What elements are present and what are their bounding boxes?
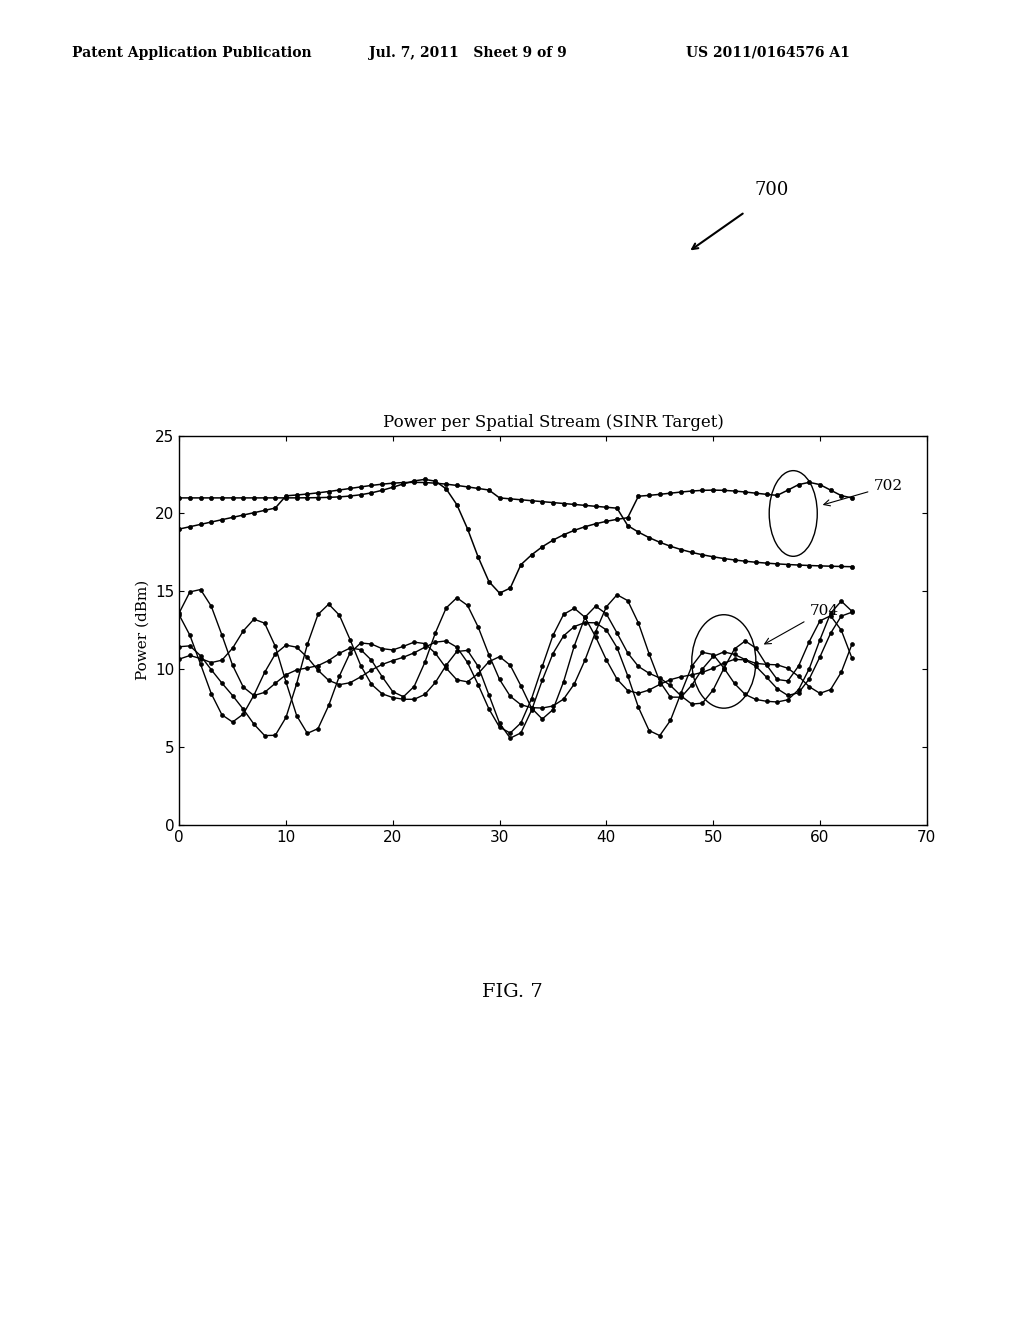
Text: 702: 702	[823, 479, 902, 506]
Text: Jul. 7, 2011   Sheet 9 of 9: Jul. 7, 2011 Sheet 9 of 9	[369, 46, 566, 59]
Title: Power per Spatial Stream (SINR Target): Power per Spatial Stream (SINR Target)	[383, 414, 723, 432]
Text: US 2011/0164576 A1: US 2011/0164576 A1	[686, 46, 850, 59]
Y-axis label: Power (dBm): Power (dBm)	[135, 581, 150, 680]
Text: 700: 700	[755, 181, 790, 199]
Text: FIG. 7: FIG. 7	[481, 982, 543, 1001]
Text: Patent Application Publication: Patent Application Publication	[72, 46, 311, 59]
Text: 704: 704	[765, 603, 839, 644]
